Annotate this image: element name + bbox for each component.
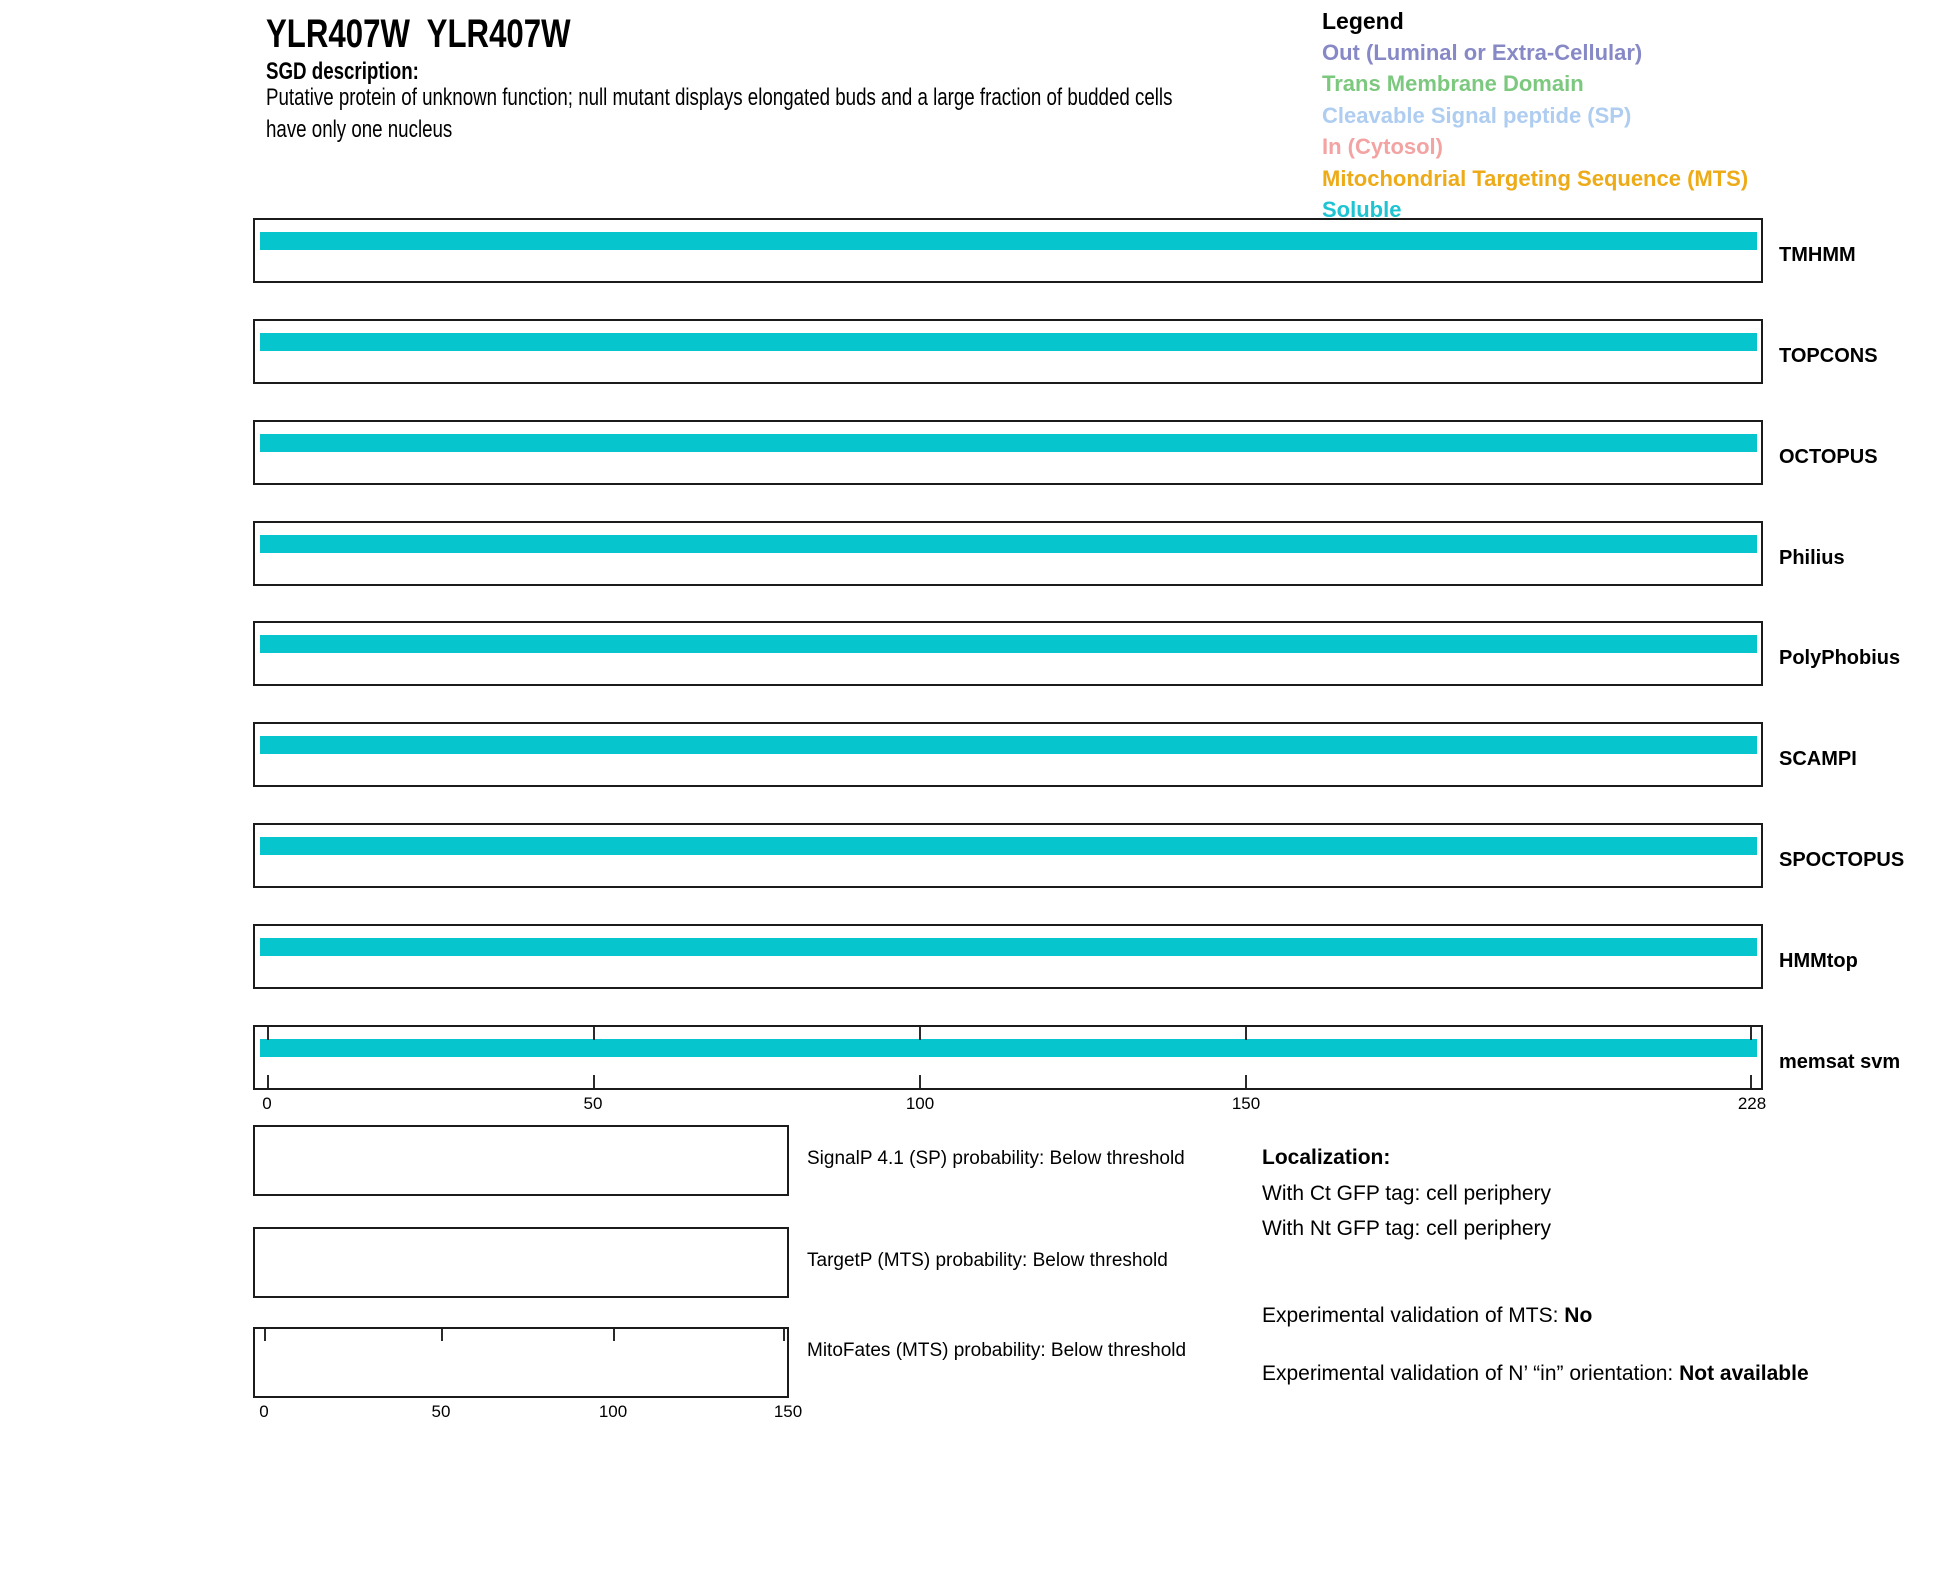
x-axis-tick-label: 100 — [905, 1094, 935, 1113]
signalp-plot-box — [253, 1125, 789, 1196]
legend-item-tm: Trans Membrane Domain — [1322, 71, 1584, 96]
orientation-validation-value: Not available — [1679, 1362, 1809, 1385]
axis-tick — [919, 1027, 921, 1040]
soluble-segment-bar — [260, 232, 1757, 250]
axis-tick — [593, 1075, 595, 1088]
axis-tick — [1750, 1027, 1752, 1040]
mitofates-plot-label: MitoFates (MTS) probability: Below thres… — [807, 1340, 1187, 1361]
axis-tick — [441, 1329, 443, 1341]
axis-tick — [613, 1329, 615, 1341]
axis-tick — [593, 1027, 595, 1040]
track-box-scampi — [253, 722, 1763, 787]
orientation-validation-prefix: Experimental validation of N’ “in” orien… — [1262, 1362, 1680, 1385]
track-box-polyphobius — [253, 621, 1763, 686]
x-axis-tick-label: 0 — [262, 1094, 272, 1113]
track-box-topcons — [253, 319, 1763, 384]
sgd-description-line1: Putative protein of unknown function; nu… — [266, 84, 1173, 111]
axis-tick — [783, 1329, 785, 1341]
track-label-philius: Philius — [1779, 547, 1845, 569]
track-label-spoctopus: SPOCTOPUS — [1779, 849, 1905, 871]
axis-tick — [919, 1075, 921, 1088]
track-box-octopus — [253, 420, 1763, 485]
orientation-validation-line: Experimental validation of N’ “in” orien… — [1262, 1358, 1814, 1390]
track-box-hmmtop — [253, 924, 1763, 989]
track-label-memsat-svm: memsat svm — [1779, 1051, 1901, 1073]
axis-tick — [1245, 1075, 1247, 1088]
axis-tick — [264, 1329, 266, 1341]
mitofates-plot-box — [253, 1327, 789, 1398]
localization-ct-line: With Ct GFP tag: cell periphery — [1262, 1182, 1552, 1205]
prob-x-axis-tick-label: 0 — [259, 1402, 269, 1421]
mts-validation-line: Experimental validation of MTS: No — [1262, 1304, 1592, 1328]
soluble-segment-bar — [260, 635, 1757, 653]
legend-item-in: In (Cytosol) — [1322, 134, 1443, 159]
soluble-segment-bar — [260, 535, 1757, 553]
track-box-spoctopus — [253, 823, 1763, 888]
prob-x-axis-tick-label: 50 — [431, 1402, 451, 1421]
track-label-hmmtop: HMMtop — [1779, 950, 1858, 972]
track-label-tmhmm: TMHMM — [1779, 244, 1856, 266]
sgd-description-heading: SGD description: — [266, 58, 419, 85]
soluble-segment-bar — [260, 434, 1757, 452]
x-axis-tick-label: 50 — [583, 1094, 603, 1113]
track-label-topcons: TOPCONS — [1779, 345, 1878, 367]
axis-tick — [267, 1027, 269, 1040]
targetp-plot-box — [253, 1227, 789, 1298]
soluble-segment-bar — [260, 938, 1757, 956]
axis-tick — [1245, 1027, 1247, 1040]
prob-x-axis-tick-label: 150 — [773, 1402, 803, 1421]
localization-nt-line: With Nt GFP tag: cell periphery — [1262, 1217, 1552, 1240]
mts-validation-prefix: Experimental validation of MTS: — [1262, 1304, 1565, 1327]
soluble-segment-bar — [260, 736, 1757, 754]
legend-item-sp: Cleavable Signal peptide (SP) — [1322, 103, 1632, 128]
prob-x-axis-tick-label: 100 — [598, 1402, 628, 1421]
signalp-plot-label: SignalP 4.1 (SP) probability: Below thre… — [807, 1148, 1185, 1169]
axis-tick — [1750, 1075, 1752, 1088]
mts-validation-value: No — [1564, 1304, 1593, 1327]
localization-heading: Localization: — [1262, 1146, 1391, 1169]
track-box-tmhmm — [253, 218, 1763, 283]
targetp-plot-label: TargetP (MTS) probability: Below thresho… — [807, 1250, 1168, 1271]
soluble-segment-bar — [260, 333, 1757, 351]
x-axis-tick-label: 228 — [1737, 1094, 1767, 1113]
legend-item-mts: Mitochondrial Targeting Sequence (MTS) — [1322, 166, 1749, 191]
legend-item-out: Out (Luminal or Extra-Cellular) — [1322, 40, 1643, 65]
track-box-philius — [253, 521, 1763, 586]
track-label-octopus: OCTOPUS — [1779, 446, 1878, 468]
soluble-segment-bar — [260, 1039, 1757, 1057]
legend-item-soluble: Soluble — [1322, 197, 1402, 222]
soluble-segment-bar — [260, 837, 1757, 855]
track-label-scampi: SCAMPI — [1779, 748, 1857, 770]
page-title: YLR407W YLR407W — [266, 12, 571, 56]
axis-tick — [267, 1075, 269, 1088]
x-axis-tick-label: 150 — [1231, 1094, 1261, 1113]
track-label-polyphobius: PolyPhobius — [1779, 647, 1901, 669]
legend-title: Legend — [1322, 8, 1404, 34]
track-box-memsat-svm — [253, 1025, 1763, 1090]
sgd-description-line2: have only one nucleus — [266, 116, 453, 143]
